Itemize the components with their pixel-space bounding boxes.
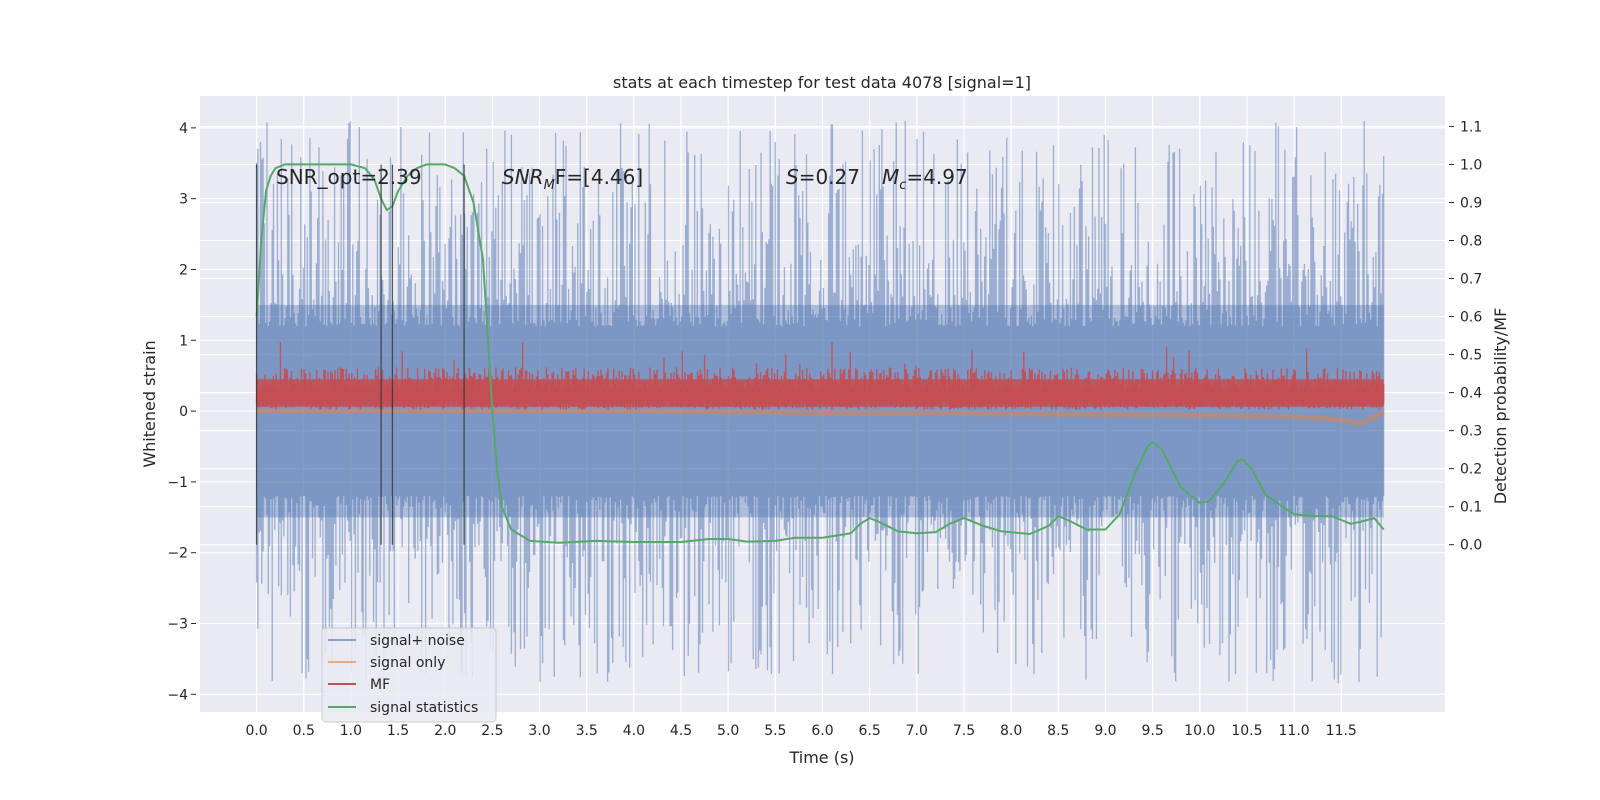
- chart-title: stats at each timestep for test data 407…: [613, 73, 1031, 92]
- x-tick-label: 2.0: [434, 723, 456, 739]
- x-tick-label: 0.0: [245, 723, 267, 739]
- x-tick-label: 3.5: [576, 723, 598, 739]
- y2-tick-label: 0.1: [1460, 500, 1482, 516]
- mc-annotation: Mc=4.97: [882, 165, 968, 193]
- legend-label-signal-only: signal only: [370, 655, 445, 671]
- x-tick-label: 11.5: [1326, 723, 1357, 739]
- x-tick-label: 9.0: [1094, 723, 1116, 739]
- y2-tick-label: 0.4: [1460, 386, 1482, 402]
- legend-frame: [321, 627, 497, 723]
- signal-only-trace: [256, 408, 1385, 427]
- s-symbol: S: [786, 165, 799, 189]
- y2-tick-label: 1.0: [1460, 157, 1482, 173]
- s-annotation: S=0.27: [786, 165, 860, 189]
- y2-tick-label: 0.0: [1460, 538, 1482, 554]
- signal-statistics-line: [255, 163, 1385, 544]
- legend-label-mf: MF: [370, 677, 390, 693]
- x-tick-label: 8.5: [1047, 723, 1069, 739]
- mc-subscript: c: [899, 178, 906, 193]
- x-tick-label: 7.5: [953, 723, 975, 739]
- y-tick-label: 2: [179, 262, 188, 278]
- x-tick-label: 1.0: [340, 723, 362, 739]
- tick-layer: 4 3 2 1 0 −1 −2 −3 −4 0.0 0.5 1.0 1.5 2.0 2.5 3.0 3.5 4.0…: [167, 119, 1482, 739]
- y-tick-label: −3: [167, 616, 188, 632]
- s-value: =0.27: [799, 165, 860, 189]
- snr-mf-value: F=[4.46]: [555, 165, 643, 189]
- x-tick-label: 6.5: [859, 723, 881, 739]
- y2-axis-label: Detection probability/MF: [1491, 308, 1510, 505]
- y2-tick-label: 0.2: [1460, 462, 1482, 478]
- y-tick-label: −1: [167, 475, 188, 491]
- x-tick-label: 4.5: [670, 723, 692, 739]
- legend: signal+ noise signal only MF signal stat…: [321, 627, 497, 723]
- x-tick-label: 0.5: [293, 723, 315, 739]
- y-tick-label: 3: [179, 192, 188, 208]
- x-tick-label: 10.0: [1184, 723, 1215, 739]
- x-tick-label: 2.5: [481, 723, 503, 739]
- y2-tick-label: 0.6: [1460, 310, 1482, 326]
- mf-core: [256, 379, 1384, 407]
- x-tick-label: 1.5: [387, 723, 409, 739]
- legend-label-signal-noise: signal+ noise: [370, 633, 465, 649]
- vertical-markers: [255, 164, 465, 545]
- series-layer: [255, 121, 1385, 684]
- snr-mf-subscript: M: [544, 178, 555, 193]
- y-tick-label: −4: [167, 687, 188, 703]
- mc-value: =4.97: [906, 165, 967, 189]
- x-tick-label: 11.0: [1279, 723, 1310, 739]
- y-tick-label: 4: [179, 121, 188, 137]
- x-tick-label: 8.0: [1000, 723, 1022, 739]
- x-axis-label: Time (s): [788, 748, 854, 767]
- x-tick-label: 10.5: [1231, 723, 1262, 739]
- y-tick-label: 0: [179, 404, 188, 420]
- y-tick-label: 1: [179, 333, 188, 349]
- legend-label-signal-statistics: signal statistics: [370, 700, 478, 716]
- y2-tick-label: 0.3: [1460, 424, 1482, 440]
- x-tick-label: 3.0: [528, 723, 550, 739]
- x-tick-label: 4.0: [623, 723, 645, 739]
- x-tick-label: 5.0: [717, 723, 739, 739]
- snr-opt-annotation: SNR_opt=2.39: [276, 165, 422, 189]
- x-tick-label: 6.0: [811, 723, 833, 739]
- snr-mf-base: SNR: [502, 165, 544, 189]
- y2-tick-label: 0.7: [1460, 272, 1482, 288]
- snr-mf-annotation: SNRMF=[4.46]: [502, 165, 643, 193]
- y2-tick-label: 0.9: [1460, 195, 1482, 211]
- y-axis-label: Whitened strain: [140, 340, 159, 467]
- y-tick-label: −2: [167, 546, 188, 562]
- x-tick-label: 5.5: [764, 723, 786, 739]
- y2-tick-label: 0.8: [1460, 233, 1482, 249]
- y2-tick-label: 0.5: [1460, 348, 1482, 364]
- x-tick-label: 9.5: [1141, 723, 1163, 739]
- mc-symbol: M: [882, 165, 899, 189]
- y2-tick-label: 1.1: [1460, 119, 1482, 135]
- x-tick-label: 7.0: [906, 723, 928, 739]
